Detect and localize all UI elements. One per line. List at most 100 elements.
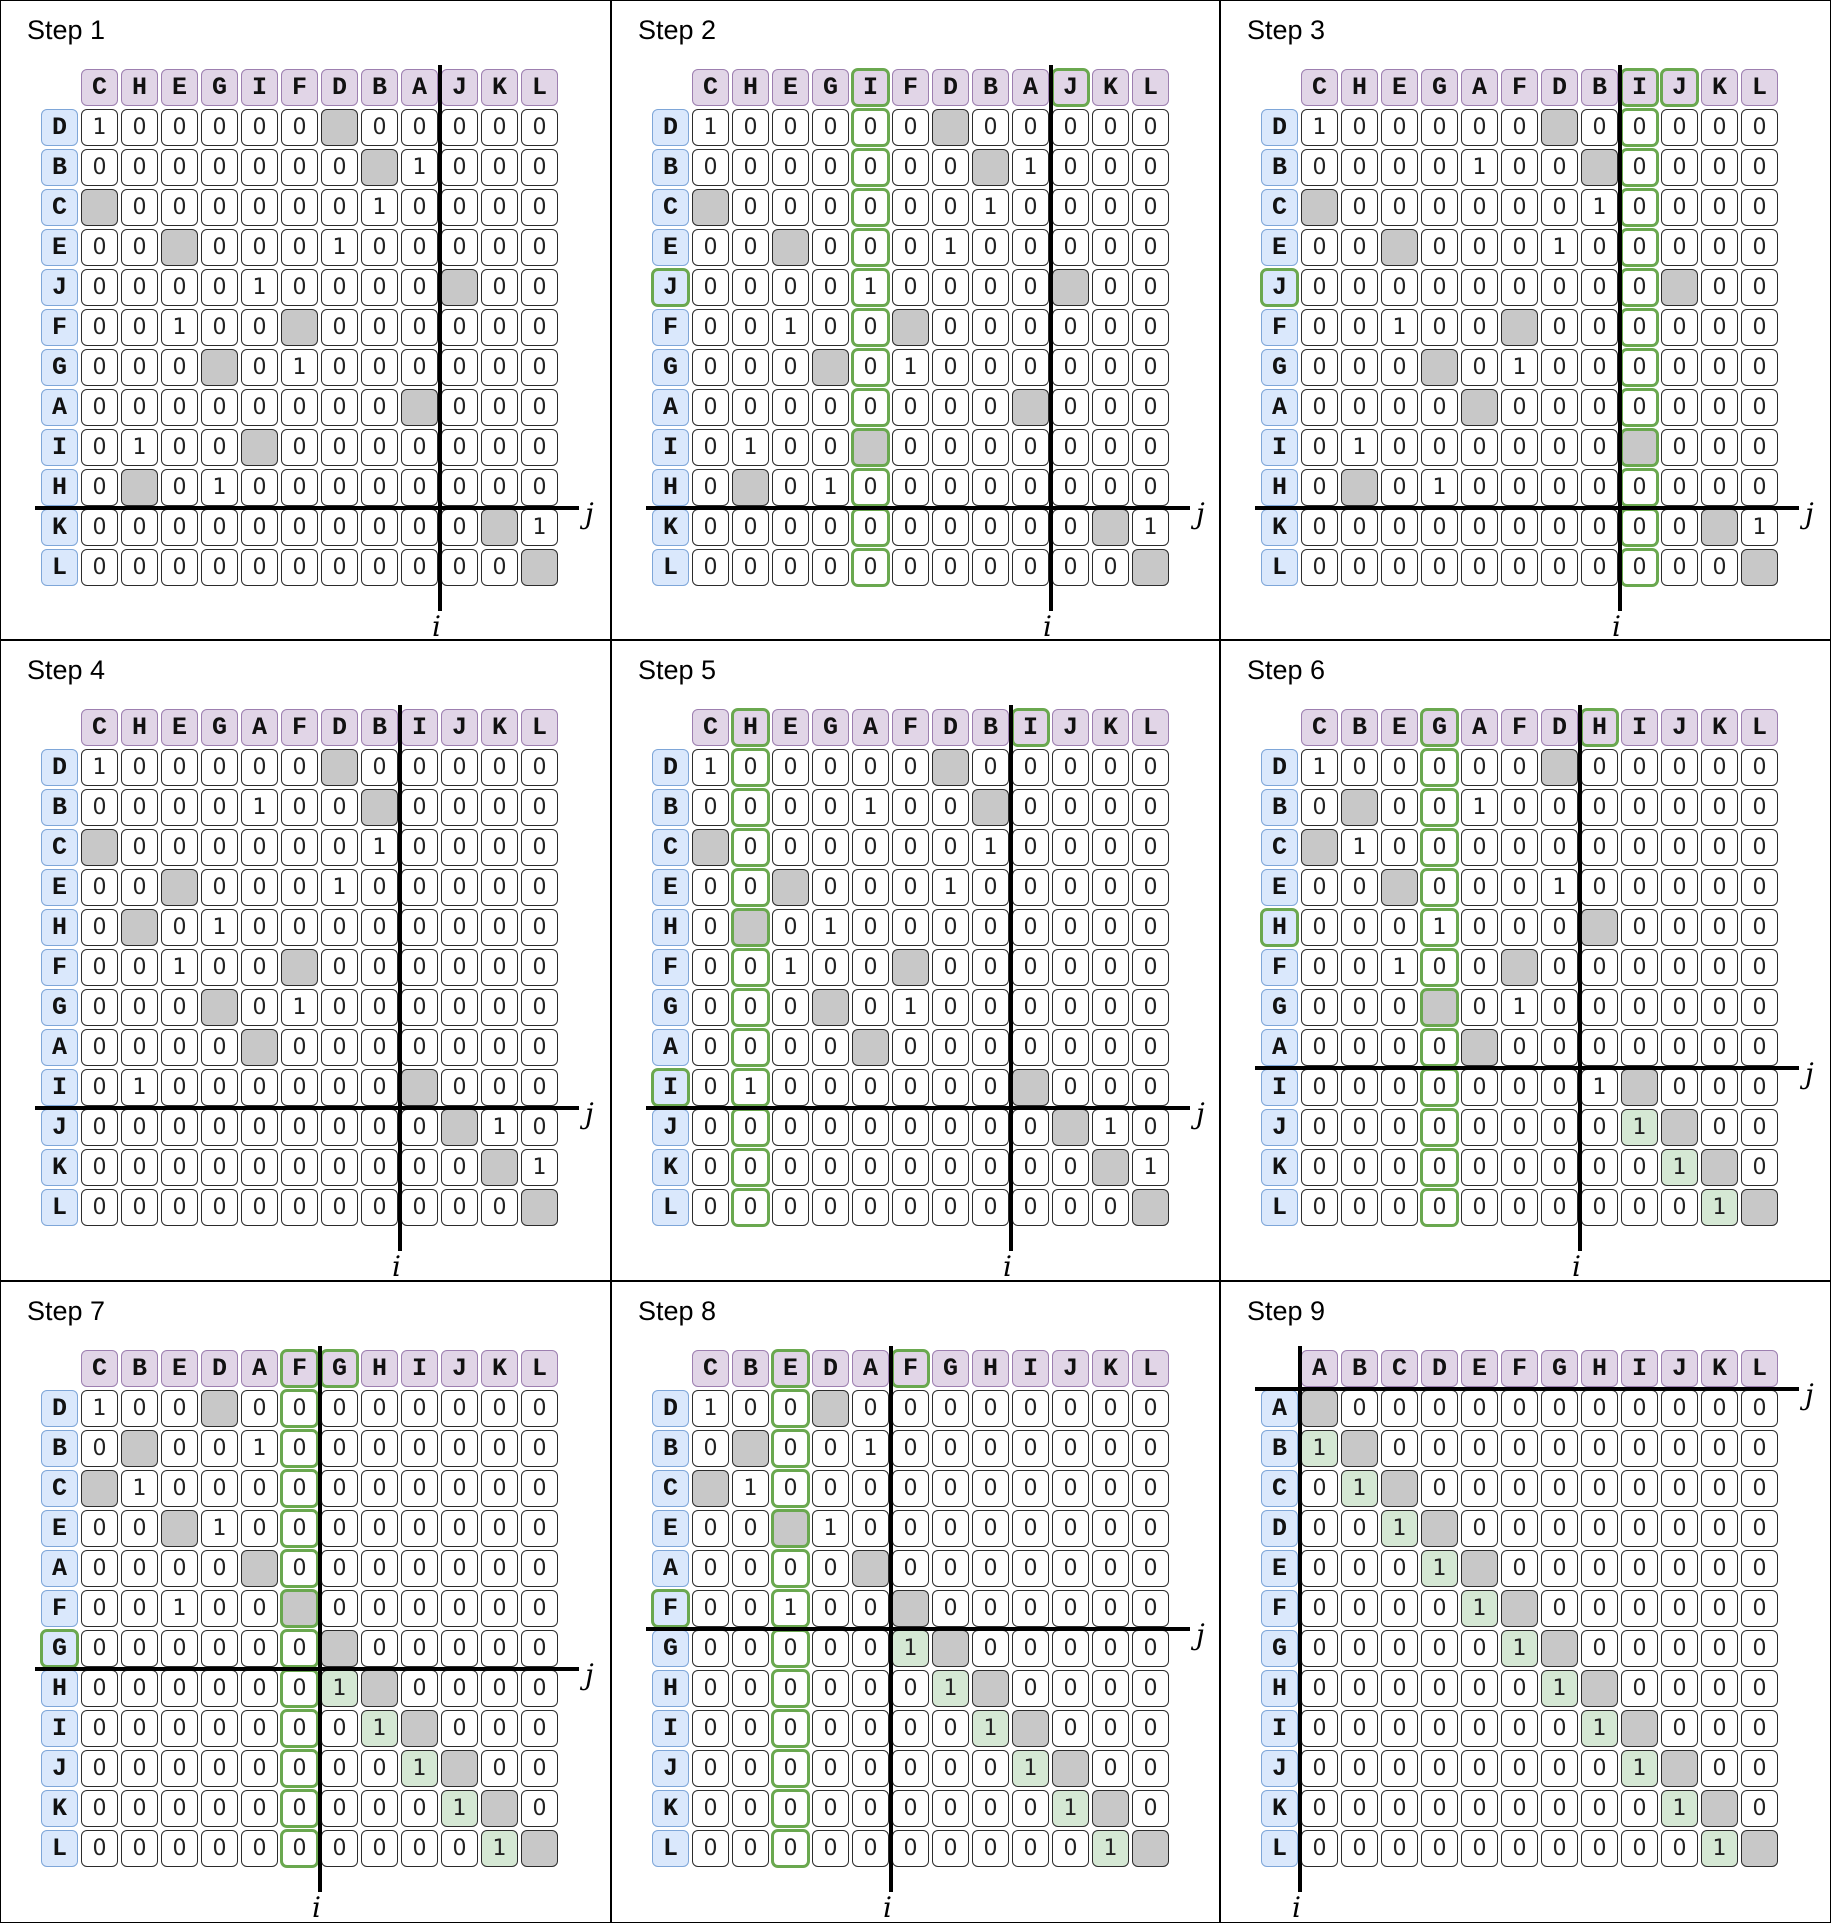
matrix-cell: 0 — [1421, 189, 1458, 226]
matrix-cell: 0 — [1541, 429, 1578, 466]
column-header: A — [241, 709, 278, 746]
matrix-cell: 0 — [732, 1510, 769, 1547]
matrix-cell: 0 — [692, 949, 729, 986]
column-header: H — [1341, 69, 1378, 106]
step-title: Step 3 — [1247, 15, 1326, 45]
row-header: E — [652, 1510, 689, 1547]
matrix-cell: 0 — [772, 1550, 809, 1587]
matrix-cell: 0 — [201, 1109, 238, 1146]
matrix-cell: 0 — [481, 1470, 518, 1507]
matrix-cell: 0 — [481, 1069, 518, 1106]
matrix-cell: 0 — [1421, 1029, 1458, 1066]
matrix-cell: 0 — [201, 1069, 238, 1106]
column-header: B — [1581, 69, 1618, 106]
matrix-cell: 0 — [1012, 949, 1049, 986]
matrix-cell: 0 — [1501, 1189, 1538, 1226]
matrix-cell: 0 — [932, 989, 969, 1026]
matrix-cell: 0 — [812, 149, 849, 186]
matrix-cell: 0 — [1052, 989, 1089, 1026]
matrix-cell: 1 — [481, 1830, 518, 1867]
row-header: A — [652, 1029, 689, 1066]
matrix-cell: 0 — [161, 1750, 198, 1787]
matrix-cell: 0 — [1301, 1069, 1338, 1106]
step-title: Step 1 — [27, 15, 106, 45]
matrix-cell: 0 — [1621, 1790, 1658, 1827]
matrix-cell: 0 — [812, 309, 849, 346]
matrix-cell: 0 — [1661, 469, 1698, 506]
matrix-cell: 0 — [772, 1390, 809, 1427]
row-header: H — [41, 469, 78, 506]
matrix-cell: 0 — [692, 269, 729, 306]
matrix-cell: 0 — [161, 1430, 198, 1467]
matrix-cell: 0 — [1701, 1069, 1738, 1106]
matrix-cell: 0 — [321, 1750, 358, 1787]
matrix-cell: 0 — [81, 1189, 118, 1226]
matrix-cell: 0 — [1012, 749, 1049, 786]
diagonal-cell — [812, 989, 849, 1026]
diagonal-cell — [732, 469, 769, 506]
matrix-cell: 0 — [1132, 269, 1169, 306]
matrix-cell: 0 — [281, 1830, 318, 1867]
matrix-cell: 0 — [241, 349, 278, 386]
row-header: L — [41, 549, 78, 586]
matrix-cell: 0 — [892, 1390, 929, 1427]
matrix-cell: 0 — [1461, 989, 1498, 1026]
row-header: G — [652, 1630, 689, 1667]
matrix-cell: 0 — [161, 1390, 198, 1427]
row-header: C — [652, 829, 689, 866]
matrix-cell: 0 — [121, 1590, 158, 1627]
diagonal-cell — [1341, 789, 1378, 826]
matrix-cell: 0 — [852, 869, 889, 906]
matrix-cell: 0 — [772, 1830, 809, 1867]
matrix-cell: 0 — [401, 1430, 438, 1467]
matrix-cell: 0 — [161, 1790, 198, 1827]
matrix-cell: 0 — [852, 549, 889, 586]
matrix-cell: 0 — [1541, 349, 1578, 386]
column-header: K — [481, 1350, 518, 1387]
matrix-cell: 0 — [1461, 1710, 1498, 1747]
matrix-cell: 1 — [521, 1149, 558, 1186]
matrix-cell: 0 — [481, 789, 518, 826]
matrix-cell: 0 — [161, 1550, 198, 1587]
matrix-cell: 0 — [1301, 1550, 1338, 1587]
matrix-cell: 0 — [521, 389, 558, 426]
matrix-cell: 0 — [1741, 149, 1778, 186]
matrix-cell: 0 — [401, 269, 438, 306]
row-header: F — [1261, 309, 1298, 346]
matrix-cell: 0 — [1741, 1670, 1778, 1707]
matrix-cell: 0 — [1052, 1830, 1089, 1867]
matrix-cell: 0 — [692, 469, 729, 506]
diagonal-cell — [1301, 829, 1338, 866]
matrix-cell: 0 — [241, 229, 278, 266]
matrix-cell: 0 — [972, 989, 1009, 1026]
matrix-cell: 0 — [521, 1750, 558, 1787]
matrix-cell: 0 — [361, 469, 398, 506]
matrix-cell: 0 — [972, 309, 1009, 346]
diagonal-cell — [521, 1189, 558, 1226]
matrix-cell: 0 — [1052, 349, 1089, 386]
matrix-cell: 0 — [1461, 229, 1498, 266]
matrix-cell: 0 — [1052, 549, 1089, 586]
matrix-cell: 0 — [321, 549, 358, 586]
matrix-cell: 0 — [972, 349, 1009, 386]
matrix-cell: 1 — [932, 869, 969, 906]
matrix-cell: 0 — [1581, 429, 1618, 466]
matrix-cell: 0 — [361, 1069, 398, 1106]
matrix-cell: 0 — [161, 749, 198, 786]
column-header: J — [1052, 709, 1089, 746]
row-header: H — [1261, 1670, 1298, 1707]
matrix-cell: 0 — [972, 229, 1009, 266]
matrix-cell: 1 — [812, 469, 849, 506]
matrix-cell: 1 — [812, 1510, 849, 1547]
matrix-cell: 1 — [892, 1630, 929, 1667]
column-header: D — [1541, 709, 1578, 746]
diagonal-cell — [241, 1550, 278, 1587]
matrix-cell: 0 — [852, 1750, 889, 1787]
matrix-cell: 0 — [812, 109, 849, 146]
matrix-cell: 0 — [1461, 1189, 1498, 1226]
matrix-cell: 0 — [1341, 1109, 1378, 1146]
row-header: L — [1261, 549, 1298, 586]
